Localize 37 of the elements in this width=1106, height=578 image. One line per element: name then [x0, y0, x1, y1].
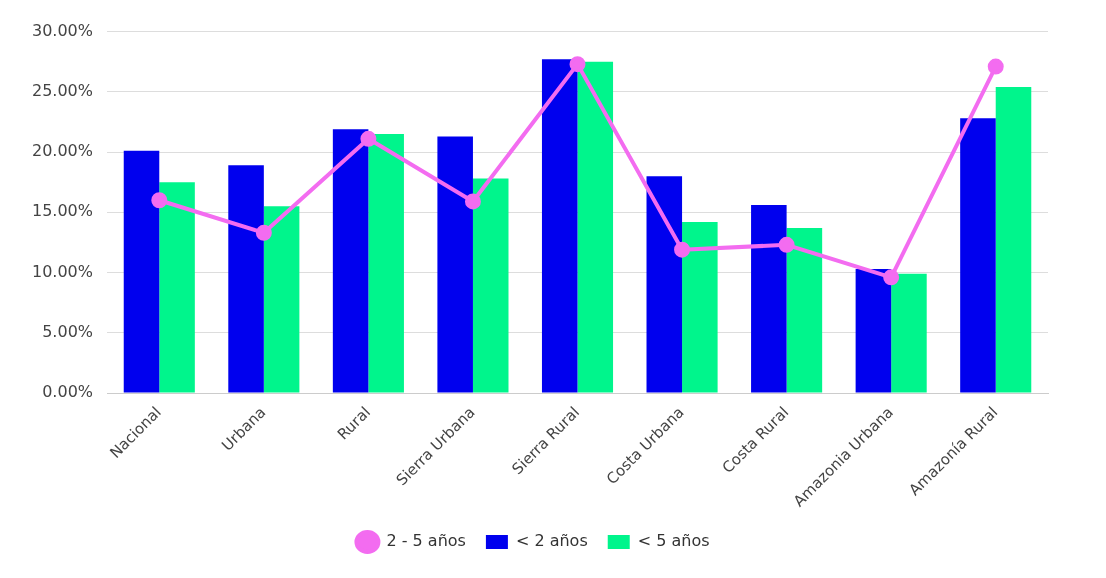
point [883, 269, 900, 286]
y-tick-label: 20.00% [31, 141, 94, 161]
bar [995, 87, 1032, 393]
bar [891, 273, 927, 393]
point [778, 236, 795, 253]
bar [682, 221, 718, 393]
bar [228, 165, 264, 393]
y-tick-label: 10.00% [31, 261, 94, 281]
point [674, 241, 691, 258]
bar [263, 206, 300, 393]
point [987, 58, 1004, 75]
legend-label: < 2 años [515, 531, 588, 551]
point [569, 56, 586, 73]
point [464, 193, 481, 210]
bar [368, 134, 404, 393]
bar [159, 182, 195, 393]
bar [437, 136, 473, 393]
point [255, 224, 272, 241]
bar [751, 205, 787, 393]
bar [123, 150, 160, 393]
legend-label: 2 - 5 años [386, 531, 466, 551]
bar [786, 227, 823, 393]
bar [472, 178, 509, 393]
point [151, 192, 168, 209]
y-tick-label: 5.00% [42, 321, 94, 341]
y-tick-label: 25.00% [31, 80, 94, 100]
bar [541, 59, 578, 393]
bar [577, 61, 614, 393]
y-tick-label: 15.00% [31, 201, 94, 221]
point [360, 130, 377, 147]
legend-label: < 5 años [637, 531, 710, 551]
bar [855, 268, 892, 393]
bar [960, 118, 996, 393]
y-tick-label: 0.00% [42, 382, 94, 402]
bar [646, 176, 683, 393]
y-tick-label: 30.00% [31, 20, 94, 40]
bar [332, 129, 369, 393]
